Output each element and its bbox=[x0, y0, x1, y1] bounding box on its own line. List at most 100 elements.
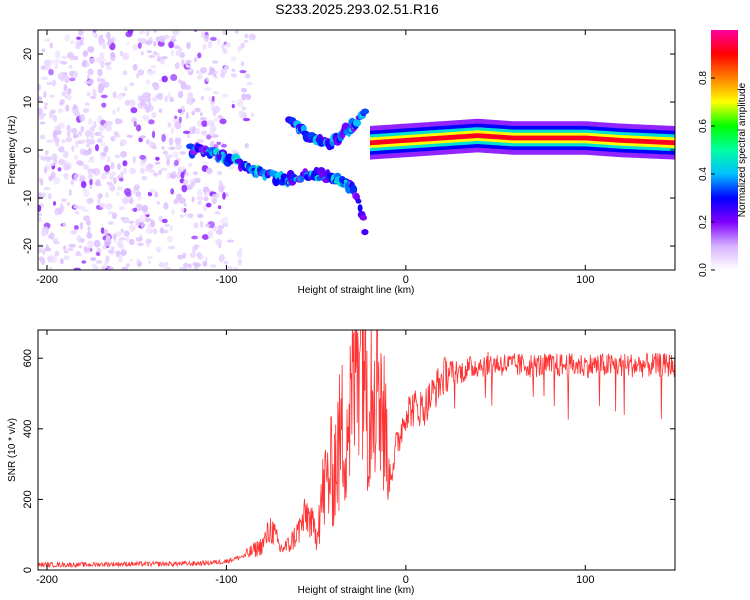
noise-speckle bbox=[80, 139, 86, 144]
noise-speckle bbox=[110, 162, 115, 170]
noise-speckle bbox=[154, 161, 161, 165]
noise-speckle bbox=[207, 40, 213, 49]
noise-speckle bbox=[58, 158, 65, 166]
noise-speckle bbox=[46, 158, 51, 163]
noise-speckle bbox=[202, 260, 208, 267]
noise-speckle bbox=[139, 162, 146, 167]
noise-speckle bbox=[223, 260, 229, 265]
noise-speckle bbox=[231, 73, 237, 78]
noise-speckle bbox=[200, 95, 205, 101]
noise-speckle bbox=[83, 150, 90, 156]
noise-speckle bbox=[162, 150, 169, 155]
noise-speckle bbox=[201, 31, 205, 36]
trace-core bbox=[220, 151, 225, 156]
noise-speckle bbox=[221, 43, 225, 50]
noise-speckle bbox=[39, 134, 46, 140]
noise-speckle bbox=[211, 60, 219, 64]
x-tick-label: -200 bbox=[36, 274, 58, 286]
noise-speckle bbox=[122, 160, 128, 167]
noise-speckle bbox=[145, 218, 153, 222]
noise-speckle bbox=[66, 94, 72, 101]
noise-speckle bbox=[236, 99, 244, 107]
noise-speckle bbox=[60, 60, 68, 65]
noise-speckle bbox=[115, 250, 121, 258]
noise-speckle bbox=[97, 115, 103, 122]
noise-speckle bbox=[48, 69, 54, 76]
noise-speckle bbox=[125, 31, 133, 38]
noise-speckle bbox=[148, 119, 155, 125]
noise-speckle bbox=[215, 239, 223, 244]
snr-ticks: -200 -100 0 100 0 200 400 600 bbox=[22, 330, 675, 586]
noise-speckle bbox=[65, 136, 73, 143]
noise-speckle bbox=[96, 247, 102, 253]
colorbar-tick-label: 0.6 bbox=[698, 119, 709, 133]
noise-speckle bbox=[196, 213, 204, 219]
noise-speckle bbox=[180, 207, 185, 213]
noise-speckle bbox=[129, 167, 137, 175]
noise-speckle bbox=[48, 267, 53, 270]
noise-speckle bbox=[145, 30, 150, 37]
noise-speckle bbox=[199, 67, 207, 74]
noise-speckle bbox=[79, 41, 84, 46]
noise-speckle bbox=[38, 247, 44, 253]
noise-speckle bbox=[193, 57, 198, 63]
carrier-band bbox=[370, 133, 675, 146]
noise-speckle bbox=[111, 136, 115, 143]
noise-speckle bbox=[169, 38, 177, 43]
noise-speckle bbox=[180, 165, 186, 171]
noise-speckle bbox=[156, 56, 162, 62]
noise-speckle bbox=[116, 191, 120, 196]
noise-speckle bbox=[146, 256, 153, 260]
noise-speckle bbox=[135, 218, 141, 227]
noise-speckle bbox=[186, 59, 192, 64]
colorbar-label: Normalized spectral amplitude bbox=[737, 82, 748, 217]
noise-speckle bbox=[54, 137, 60, 144]
noise-speckle bbox=[52, 131, 57, 139]
noise-speckle bbox=[212, 193, 220, 199]
noise-speckle bbox=[182, 130, 191, 134]
noise-speckle bbox=[86, 139, 94, 145]
noise-speckle bbox=[201, 160, 208, 165]
noise-speckle bbox=[213, 91, 219, 95]
noise-speckle bbox=[100, 60, 105, 69]
noise-speckle bbox=[54, 58, 61, 64]
noise-speckle bbox=[205, 167, 213, 175]
y-tick-label: 20 bbox=[22, 48, 34, 60]
noise-speckle bbox=[87, 46, 95, 53]
noise-speckle bbox=[99, 203, 106, 208]
noise-speckle bbox=[112, 233, 117, 240]
noise-speckle bbox=[153, 30, 157, 33]
noise-speckle bbox=[188, 263, 192, 269]
noise-speckle bbox=[89, 178, 93, 186]
noise-speckle bbox=[175, 143, 182, 151]
noise-speckle bbox=[80, 181, 87, 188]
noise-speckle bbox=[192, 171, 199, 176]
noise-speckle bbox=[87, 171, 93, 180]
noise-speckle bbox=[133, 121, 137, 127]
noise-speckle bbox=[151, 97, 158, 102]
noise-speckle bbox=[172, 30, 180, 36]
noise-speckle bbox=[88, 118, 93, 125]
noise-speckle bbox=[231, 100, 236, 104]
noise-speckle bbox=[222, 216, 229, 225]
spectrogram-y-axis-label: Frequency (Hz) bbox=[7, 116, 18, 185]
noise-speckle bbox=[217, 38, 221, 46]
noise-speckle bbox=[46, 139, 53, 144]
noise-speckle bbox=[147, 191, 153, 197]
noise-speckle bbox=[112, 91, 117, 99]
noise-speckle bbox=[196, 138, 204, 144]
noise-speckle bbox=[87, 168, 94, 173]
noise-speckle bbox=[132, 207, 138, 212]
noise-speckle bbox=[99, 155, 106, 161]
noise-speckle bbox=[70, 229, 78, 235]
noise-speckle bbox=[132, 190, 136, 195]
noise-speckle bbox=[136, 242, 145, 247]
noise-speckle bbox=[79, 114, 86, 122]
noise-speckle bbox=[161, 146, 165, 150]
noise-speckle bbox=[41, 48, 46, 53]
noise-speckle bbox=[170, 188, 175, 195]
noise-speckle bbox=[117, 163, 121, 171]
noise-speckle bbox=[107, 210, 114, 215]
noise-speckle bbox=[120, 228, 124, 233]
noise-speckle bbox=[164, 95, 168, 103]
